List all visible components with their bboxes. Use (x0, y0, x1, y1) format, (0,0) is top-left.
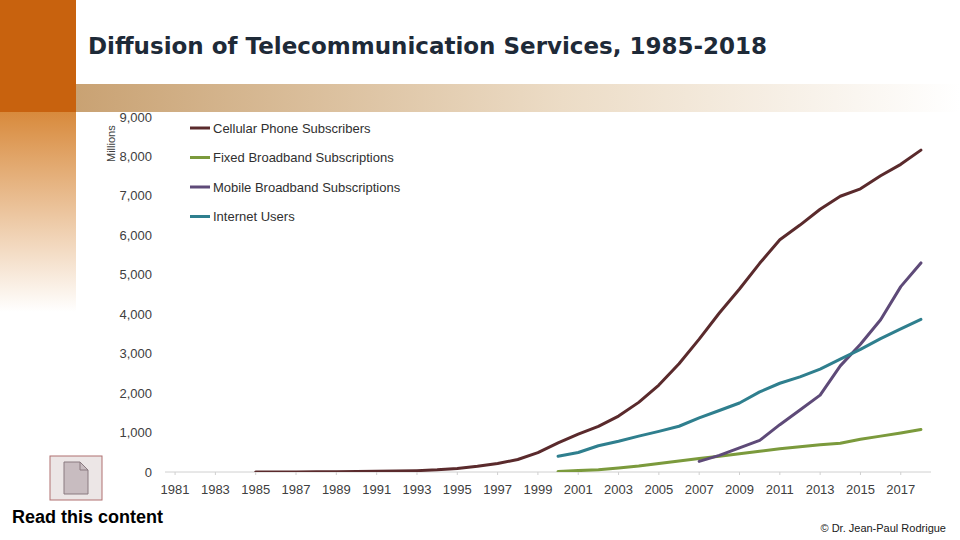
x-tick (457, 472, 458, 475)
x-tick-label: 1981 (161, 482, 190, 497)
y-tick (162, 432, 165, 433)
x-tick (699, 472, 700, 475)
x-tick-label: 1989 (322, 482, 351, 497)
credit: © Dr. Jean-Paul Rodrigue (820, 522, 946, 534)
x-tick-label: 1983 (201, 482, 230, 497)
y-tick (162, 393, 165, 394)
series-line (558, 319, 921, 456)
series-line (256, 150, 921, 472)
side-band (0, 112, 76, 312)
x-tick-label: 1995 (443, 482, 472, 497)
x-tick-label: 1993 (403, 482, 432, 497)
icon-fold (80, 462, 88, 470)
x-tick (739, 472, 740, 475)
y-tick-label: 6,000 (119, 228, 152, 243)
legend-swatch (190, 186, 210, 189)
header-band (76, 84, 960, 112)
legend-label: Internet Users (213, 209, 295, 224)
y-tick-label: 9,000 (119, 110, 152, 125)
icon-frame (50, 456, 102, 500)
x-tick-label: 2003 (604, 482, 633, 497)
x-tick (497, 472, 498, 475)
y-tick (162, 195, 165, 196)
x-tick (900, 472, 901, 475)
x-tick-label: 2009 (725, 482, 754, 497)
y-tick-label: 2,000 (119, 386, 152, 401)
series-group (256, 150, 921, 472)
icon-page (64, 462, 88, 494)
x-tick (860, 472, 861, 475)
y-tick-label: 1,000 (119, 425, 152, 440)
x-tick-label: 2005 (644, 482, 673, 497)
series-line (558, 429, 921, 471)
page: {"chart_data": { "type": "line", "title"… (0, 0, 960, 540)
chart-canvas: Diffusion of Telecommunication Services,… (0, 0, 960, 540)
x-tick-label: 1987 (282, 482, 311, 497)
x-tick (658, 472, 659, 475)
x-tick (537, 472, 538, 475)
x-tick (255, 472, 256, 475)
title: Diffusion of Telecommunication Services,… (88, 33, 767, 59)
y-tick (162, 117, 165, 118)
y-tick-label: 7,000 (119, 188, 152, 203)
y-axis-label: Millions (105, 125, 117, 162)
x-tick (376, 472, 377, 475)
x-tick-label: 2015 (846, 482, 875, 497)
legend: Cellular Phone Subscribers Fixed Broadban… (190, 121, 401, 225)
legend-label: Mobile Broadband Subscriptions (213, 180, 401, 195)
x-tick (416, 472, 417, 475)
y-tick-label: 0 (145, 465, 152, 480)
y-tick (162, 274, 165, 275)
y-tick-label: 5,000 (119, 267, 152, 282)
y-tick (162, 314, 165, 315)
legend-label: Cellular Phone Subscribers (213, 121, 371, 136)
y-tick-label: 8,000 (119, 149, 152, 164)
x-tick-label: 1985 (241, 482, 270, 497)
y-tick (162, 235, 165, 236)
x-tick (578, 472, 579, 475)
x-tick (618, 472, 619, 475)
x-tick-label: 1999 (523, 482, 552, 497)
corner-block (0, 0, 76, 112)
y-tick (162, 353, 165, 354)
y-tick-label: 3,000 (119, 346, 152, 361)
annotation-link: Read this content (12, 507, 163, 527)
y-tick-label: 4,000 (119, 307, 152, 322)
legend-swatch (190, 127, 210, 130)
x-tick (175, 472, 176, 475)
x-tick-label: 2011 (766, 482, 794, 497)
x-tick (779, 472, 780, 475)
x-tick-label: 2001 (564, 482, 593, 497)
x-tick (336, 472, 337, 475)
x-tick-label: 1991 (362, 482, 391, 497)
y-tick (162, 156, 165, 157)
document-icon (50, 456, 102, 500)
x-tick-label: 2007 (685, 482, 714, 497)
x-tick (215, 472, 216, 475)
x-tick-label: 1997 (483, 482, 512, 497)
x-tick-label: 2013 (806, 482, 835, 497)
legend-swatch (190, 215, 210, 218)
x-tick (820, 472, 821, 475)
legend-label: Fixed Broadband Subscriptions (213, 150, 394, 165)
x-tick-label: 2017 (886, 482, 915, 497)
x-tick (296, 472, 297, 475)
y-tick (162, 472, 165, 473)
legend-swatch (190, 156, 210, 159)
series-line (699, 263, 921, 461)
